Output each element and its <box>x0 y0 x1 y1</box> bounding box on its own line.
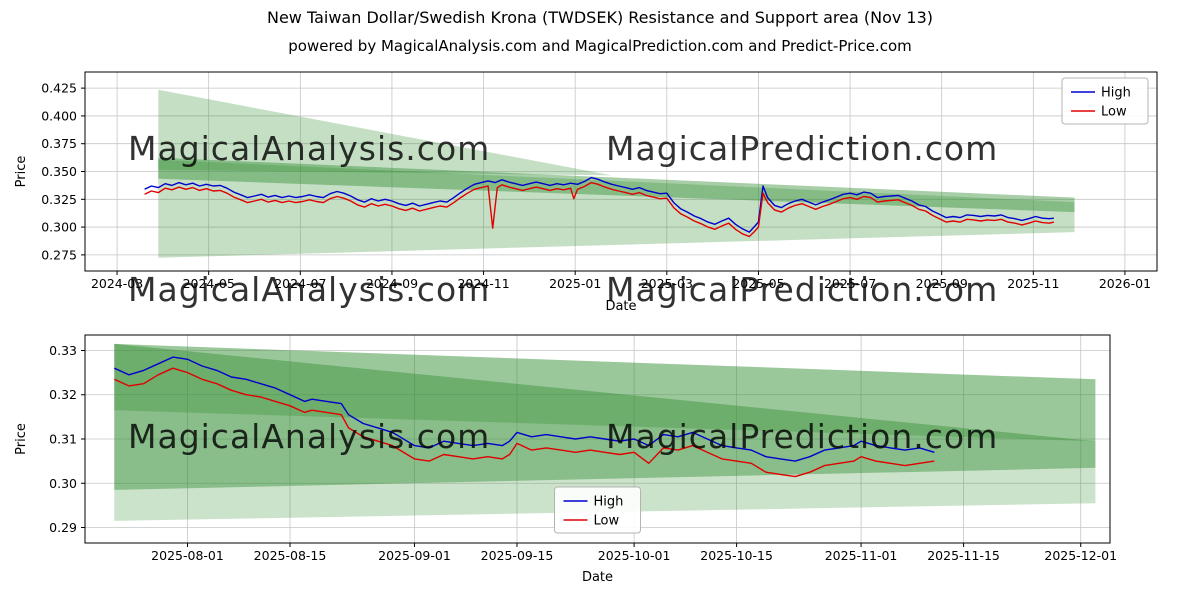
y-tick-label: 0.31 <box>49 432 77 447</box>
legend-box <box>554 486 641 534</box>
plot-area: MagicalAnalysis.com MagicalPrediction.com… <box>14 71 1158 314</box>
support-resistance-bands <box>114 343 1096 521</box>
y-tick-label: 0.400 <box>41 108 77 123</box>
x-tick-label: 2025-11-01 <box>825 548 898 563</box>
x-tick-label: 2025-01 <box>549 276 601 291</box>
y-tick-label: 0.325 <box>41 192 77 207</box>
x-tick-label: 2025-03 <box>641 276 693 291</box>
high-line <box>114 356 935 462</box>
watermark-analysis: MagicalAnalysis.com <box>128 417 490 456</box>
support-resistance-bands <box>158 89 1075 258</box>
x-tick-label: 2026-01 <box>1099 276 1151 291</box>
detail-price-chart: MagicalAnalysis.com MagicalPrediction.com… <box>14 334 1117 585</box>
figure-title: New Taiwan Dollar/Swedish Krona (TWDSEK)… <box>266 8 934 27</box>
x-tick-label: 2024-09 <box>366 276 418 291</box>
legend: High Low <box>1061 77 1149 125</box>
watermark-prediction: MagicalPrediction.com <box>606 417 998 456</box>
watermark-prediction: MagicalPrediction.com <box>606 270 998 309</box>
legend: High Low <box>554 486 641 534</box>
x-tick-label: 2024-05 <box>183 276 235 291</box>
y-tick-label: 0.32 <box>49 387 77 402</box>
legend-label: High <box>594 495 624 510</box>
x-tick-label: 2025-10-15 <box>700 548 773 563</box>
low-line <box>114 367 935 478</box>
x-tick-label: 2025-05 <box>732 276 784 291</box>
legend-box <box>1061 77 1149 125</box>
legend-label: Low <box>1101 105 1127 120</box>
x-axis-label: Date <box>582 570 613 585</box>
x-axis-label: Date <box>605 299 636 314</box>
figure-subtitle: powered by MagicalAnalysis.com and Magic… <box>288 37 912 55</box>
x-tick-label: 2025-09 <box>916 276 968 291</box>
x-tick-label: 2025-11 <box>1007 276 1059 291</box>
y-axis-label: Price <box>14 156 29 188</box>
y-tick-label: 0.300 <box>41 220 77 235</box>
plot-area: MagicalAnalysis.com MagicalPrediction.com… <box>14 334 1117 585</box>
axes-ticks: 2024-03 2024-05 2024-07 2024-09 2024-11 2025-… <box>41 81 1151 291</box>
y-tick-label: 0.275 <box>41 247 77 262</box>
legend-label: High <box>1101 86 1131 101</box>
watermark-analysis: MagicalAnalysis.com <box>128 129 490 168</box>
axes-ticks: 2025-08-01 2025-08-15 2025-09-01 2025-09-15… <box>49 343 1117 563</box>
y-axis-label: Price <box>14 423 29 455</box>
x-tick-label: 2025-10-01 <box>598 548 671 563</box>
watermark-prediction: MagicalPrediction.com <box>606 129 998 168</box>
watermark-analysis: MagicalAnalysis.com <box>128 270 490 309</box>
x-tick-label: 2024-11 <box>457 276 509 291</box>
grid-lines <box>85 335 1110 543</box>
y-tick-label: 0.375 <box>41 136 77 151</box>
y-tick-label: 0.350 <box>41 164 77 179</box>
y-tick-label: 0.30 <box>49 476 77 491</box>
x-tick-label: 2025-09-15 <box>481 548 554 563</box>
y-tick-label: 0.425 <box>41 81 77 96</box>
x-tick-label: 2025-12-01 <box>1044 548 1117 563</box>
y-tick-label: 0.29 <box>49 520 77 535</box>
high-line <box>144 176 1054 233</box>
x-tick-label: 2024-07 <box>274 276 326 291</box>
low-line <box>144 181 1055 238</box>
x-tick-label: 2025-08-15 <box>254 548 327 563</box>
x-tick-label: 2025-08-01 <box>151 548 224 563</box>
x-tick-label: 2025-07 <box>824 276 876 291</box>
main-price-chart: MagicalAnalysis.com MagicalPrediction.com… <box>14 71 1158 314</box>
legend-label: Low <box>594 514 620 529</box>
x-tick-label: 2025-11-15 <box>927 548 1000 563</box>
x-tick-label: 2025-09-01 <box>378 548 451 563</box>
x-tick-label: 2024-03 <box>91 276 143 291</box>
y-tick-label: 0.33 <box>49 343 77 358</box>
